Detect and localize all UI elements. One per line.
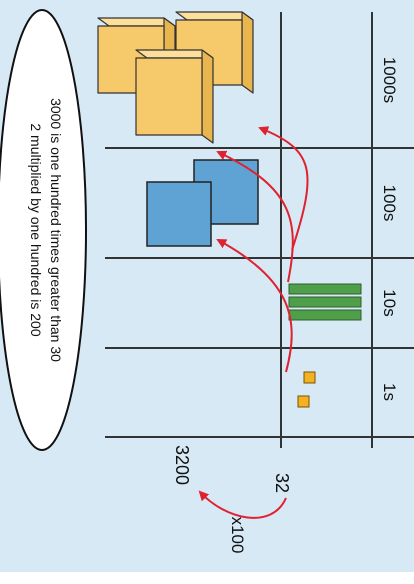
hundred-squares [146, 159, 259, 247]
ten-rod [288, 283, 362, 295]
number-result: 3200 [172, 444, 192, 486]
column-header-thousands: 1000s [380, 56, 399, 104]
arrow-multiply-icon [198, 490, 287, 519]
statement-line-2: 2 multiplied by one hundred is 200 [28, 123, 44, 337]
bottom-strip [0, 572, 414, 584]
number-original: 32 [272, 472, 292, 494]
arrow-tens-to-hundreds-icon [216, 150, 294, 283]
column-header-hundreds: 100s [380, 184, 399, 222]
ten-rod [288, 296, 362, 308]
thousand-cube [135, 49, 214, 144]
multiplier-label: x100 [228, 516, 247, 554]
place-value-grid [105, 12, 414, 448]
arrow-hundreds-to-thousands-icon [258, 126, 309, 251]
one-unit [303, 371, 316, 384]
ten-rods [288, 283, 362, 321]
statement-oval [0, 9, 87, 451]
one-units [297, 371, 316, 408]
thousand-cubes [97, 11, 254, 144]
statement-text: 3000 is one hundred times greater than 3… [10, 60, 66, 400]
arrow-ones-to-tens-icon [216, 239, 293, 373]
one-unit [297, 395, 310, 408]
ten-rod [288, 309, 362, 321]
hundred-square [146, 181, 212, 247]
column-header-ones: 1s [380, 383, 399, 401]
column-header-tens: 10s [380, 289, 399, 317]
statement-line-1: 3000 is one hundred times greater than 3… [48, 98, 64, 362]
